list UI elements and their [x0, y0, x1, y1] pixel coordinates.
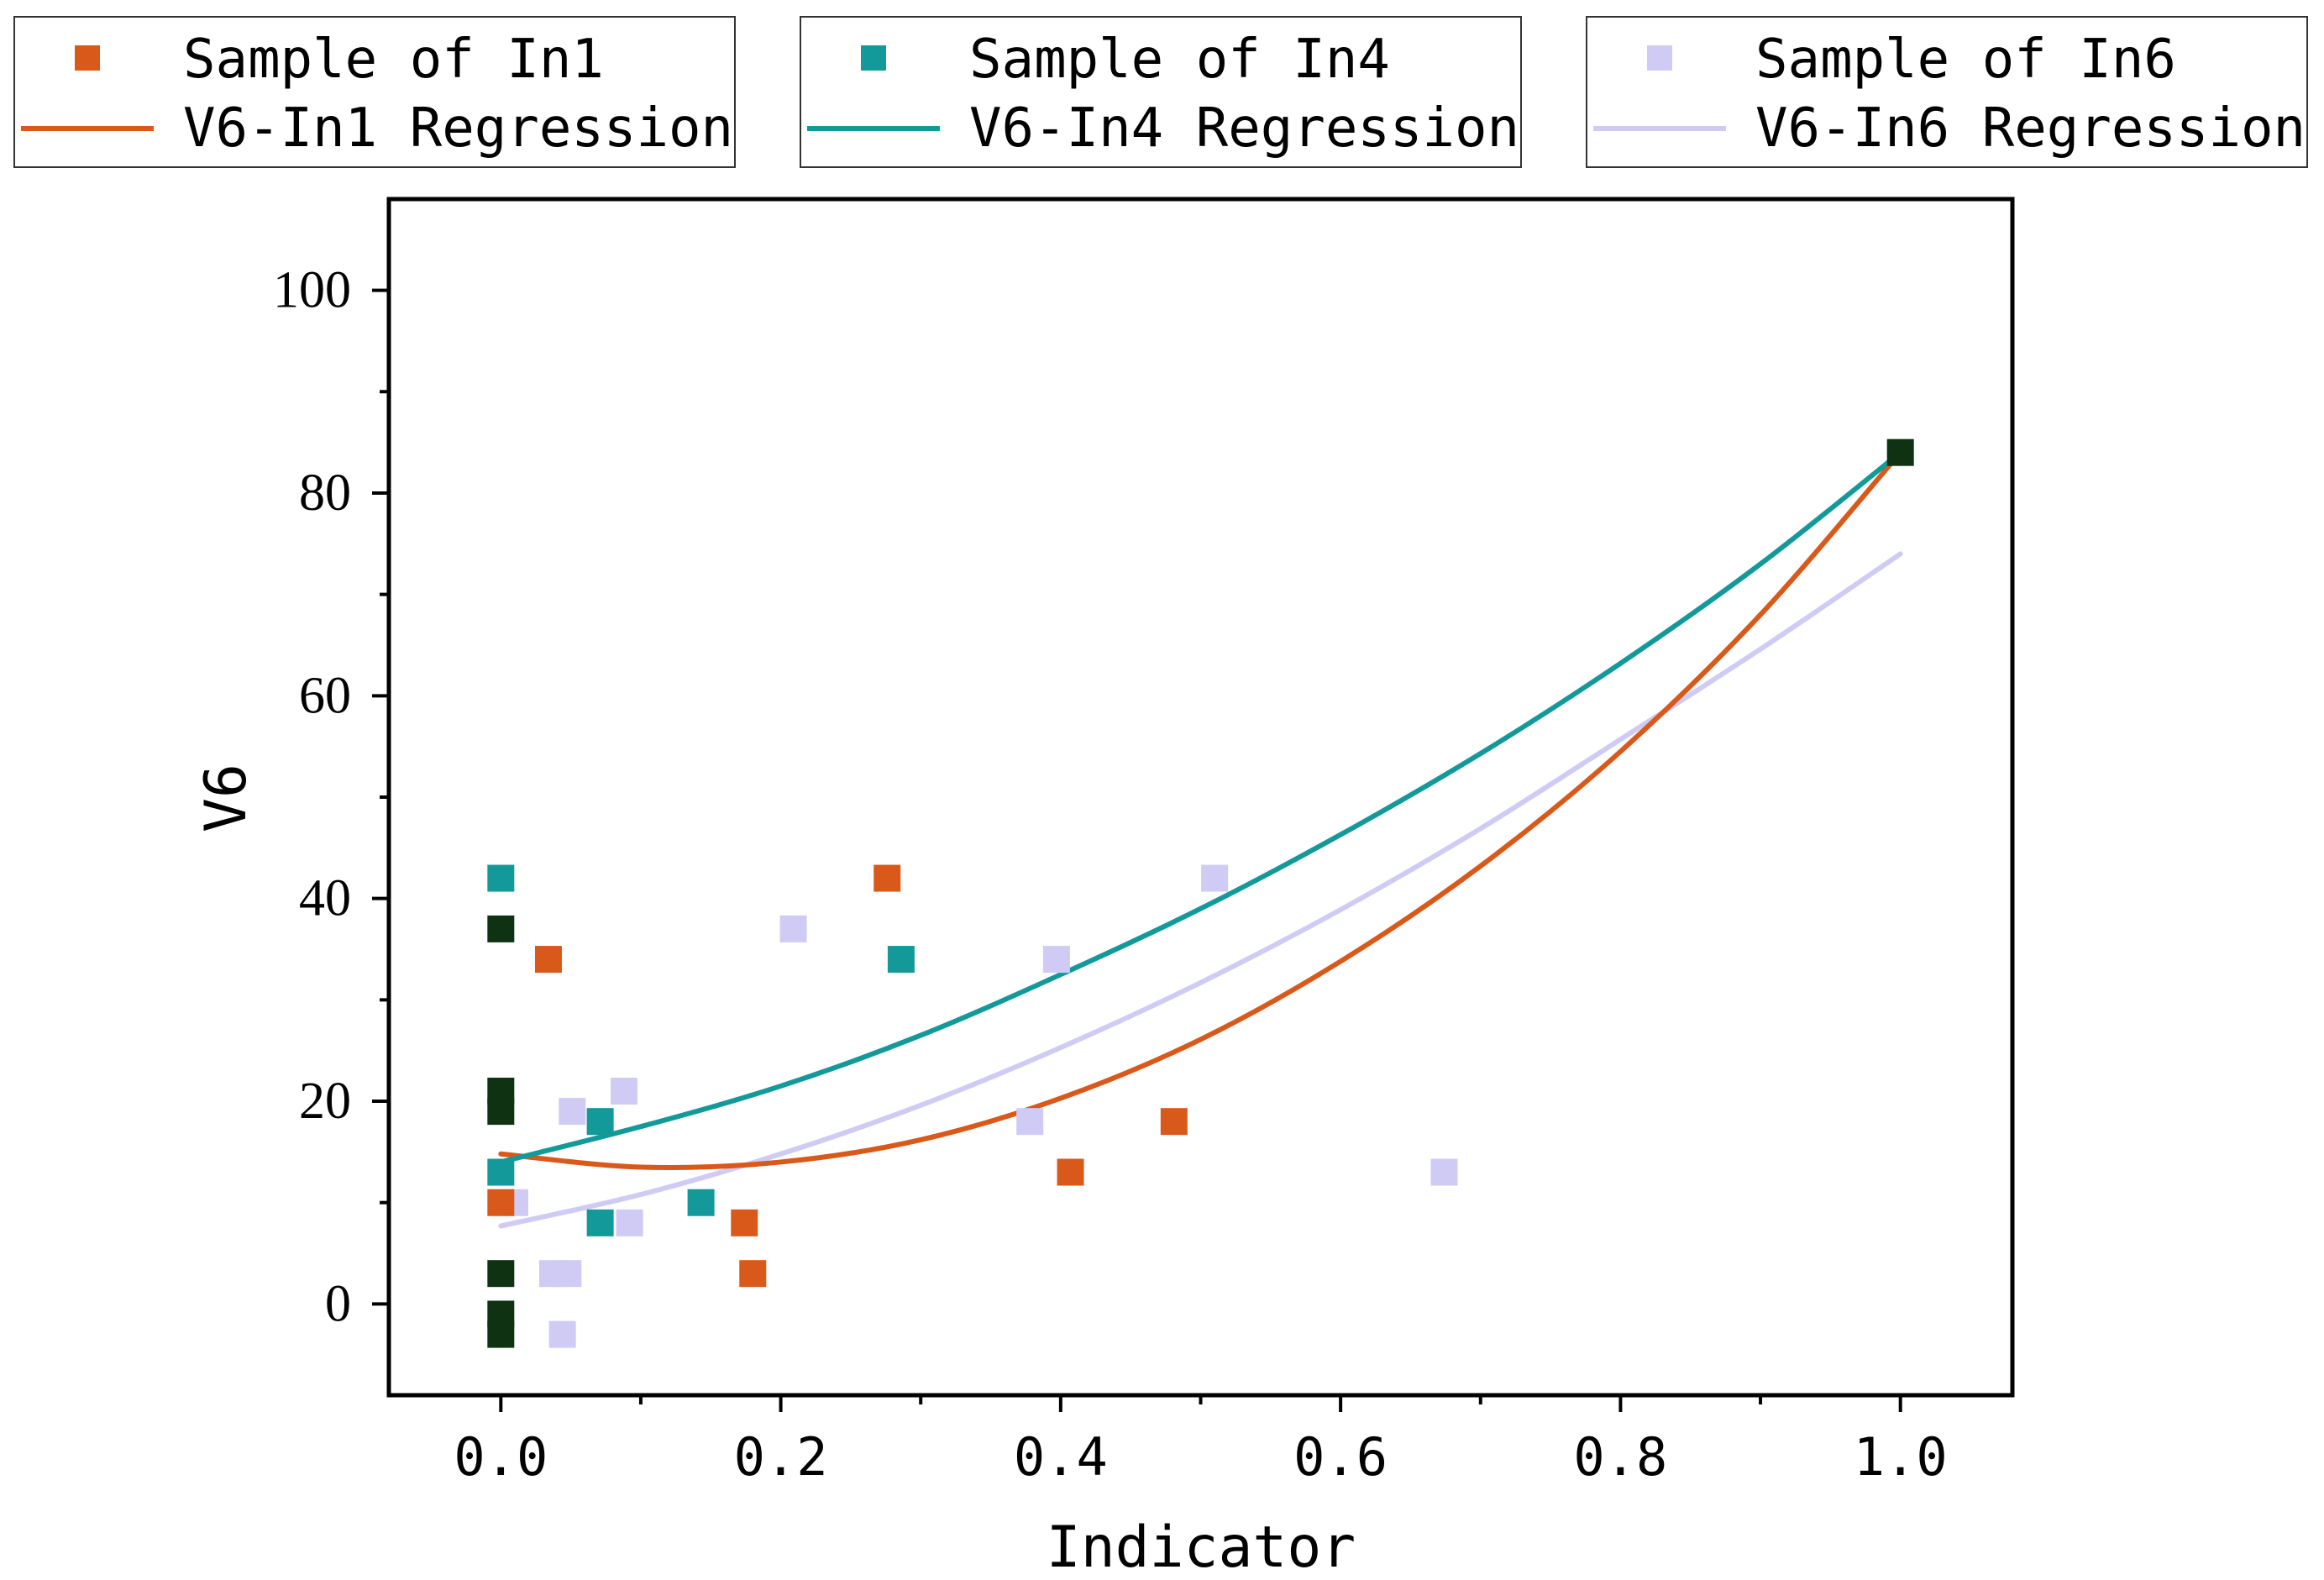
regression-lines: [498, 449, 1903, 1229]
x-tick-label: 0.0: [454, 1426, 548, 1488]
y-tick-label: 20: [299, 1073, 351, 1130]
y-tick-label: 40: [299, 870, 351, 927]
point-sample-of-in4: [887, 946, 915, 974]
point-sample-of-in6: [1042, 946, 1070, 974]
legend-label-sample-in6: Sample of In6: [1755, 29, 2176, 91]
x-tick-label: 0.8: [1573, 1426, 1667, 1488]
point-sample-of-in6: [554, 1260, 582, 1288]
legend-marker-in4: [861, 45, 886, 71]
point-sample-of-in1: [534, 946, 562, 974]
plot-area: [386, 197, 2015, 1398]
x-axis-label: Indicator: [1047, 1514, 1356, 1580]
point-sample-of-in4: [487, 1158, 515, 1186]
y-axis-label: V6: [193, 764, 260, 832]
x-tick-label: 1.0: [1854, 1426, 1948, 1488]
legend-marker-in6: [1647, 45, 1672, 71]
point-sample-of-in1: [873, 864, 901, 892]
point-overlapping-samples: [487, 1320, 515, 1348]
point-sample-of-in4: [586, 1209, 614, 1236]
data-points: [487, 438, 1914, 1348]
point-sample-of-in1: [1057, 1158, 1084, 1186]
legend: Sample of In1 V6-In1 Regression Sample o…: [13, 16, 2308, 168]
y-tick-label: 0: [325, 1275, 351, 1332]
point-sample-of-in4: [586, 1108, 614, 1136]
point-sample-of-in1: [739, 1260, 767, 1288]
point-sample-of-in4: [487, 864, 515, 892]
legend-box-in1: Sample of In1 V6-In1 Regression: [13, 16, 736, 168]
y-tick-label: 60: [299, 667, 351, 724]
y-tick-label: 100: [273, 262, 351, 319]
y-tick-label: 80: [299, 465, 351, 522]
point-overlapping-samples: [487, 1260, 515, 1288]
axes: 0.0 0.2 0.4 0.6 0.8 1.0 0 20 40 60 80 100: [273, 262, 1948, 1488]
point-overlapping-samples: [1886, 438, 1914, 466]
x-tick-label: 0.2: [734, 1426, 828, 1488]
regression-line-v6-in4-regression: [498, 449, 1903, 1165]
point-sample-of-in1: [1160, 1108, 1188, 1136]
x-tick-label: 0.6: [1293, 1426, 1388, 1488]
legend-marker-in1: [75, 45, 100, 71]
point-overlapping-samples: [487, 915, 515, 942]
point-sample-of-in6: [1201, 864, 1229, 892]
legend-label-regression-in6: V6-In6 Regression: [1755, 97, 2306, 160]
point-sample-of-in6: [1430, 1158, 1458, 1186]
point-sample-of-in4: [687, 1189, 715, 1216]
point-sample-of-in6: [610, 1077, 637, 1105]
x-tick-label: 0.4: [1014, 1426, 1108, 1488]
regression-line-v6-in1-regression: [498, 449, 1903, 1170]
point-sample-of-in1: [487, 1189, 515, 1216]
legend-label-regression-in1: V6-In1 Regression: [183, 97, 733, 160]
point-sample-of-in6: [559, 1098, 586, 1126]
point-sample-of-in1: [731, 1209, 758, 1236]
legend-label-sample-in1: Sample of In1: [183, 29, 604, 91]
point-overlapping-samples: [487, 1098, 515, 1126]
point-sample-of-in6: [779, 915, 807, 942]
legend-box-in4: Sample of In4 V6-In4 Regression: [800, 16, 1522, 168]
point-sample-of-in6: [548, 1320, 576, 1348]
legend-label-sample-in4: Sample of In4: [969, 29, 1390, 91]
point-sample-of-in6: [1016, 1108, 1044, 1136]
legend-box-in6: Sample of In6 V6-In6 Regression: [1586, 16, 2308, 168]
point-sample-of-in6: [616, 1209, 643, 1236]
legend-label-regression-in4: V6-In4 Regression: [969, 97, 1519, 160]
